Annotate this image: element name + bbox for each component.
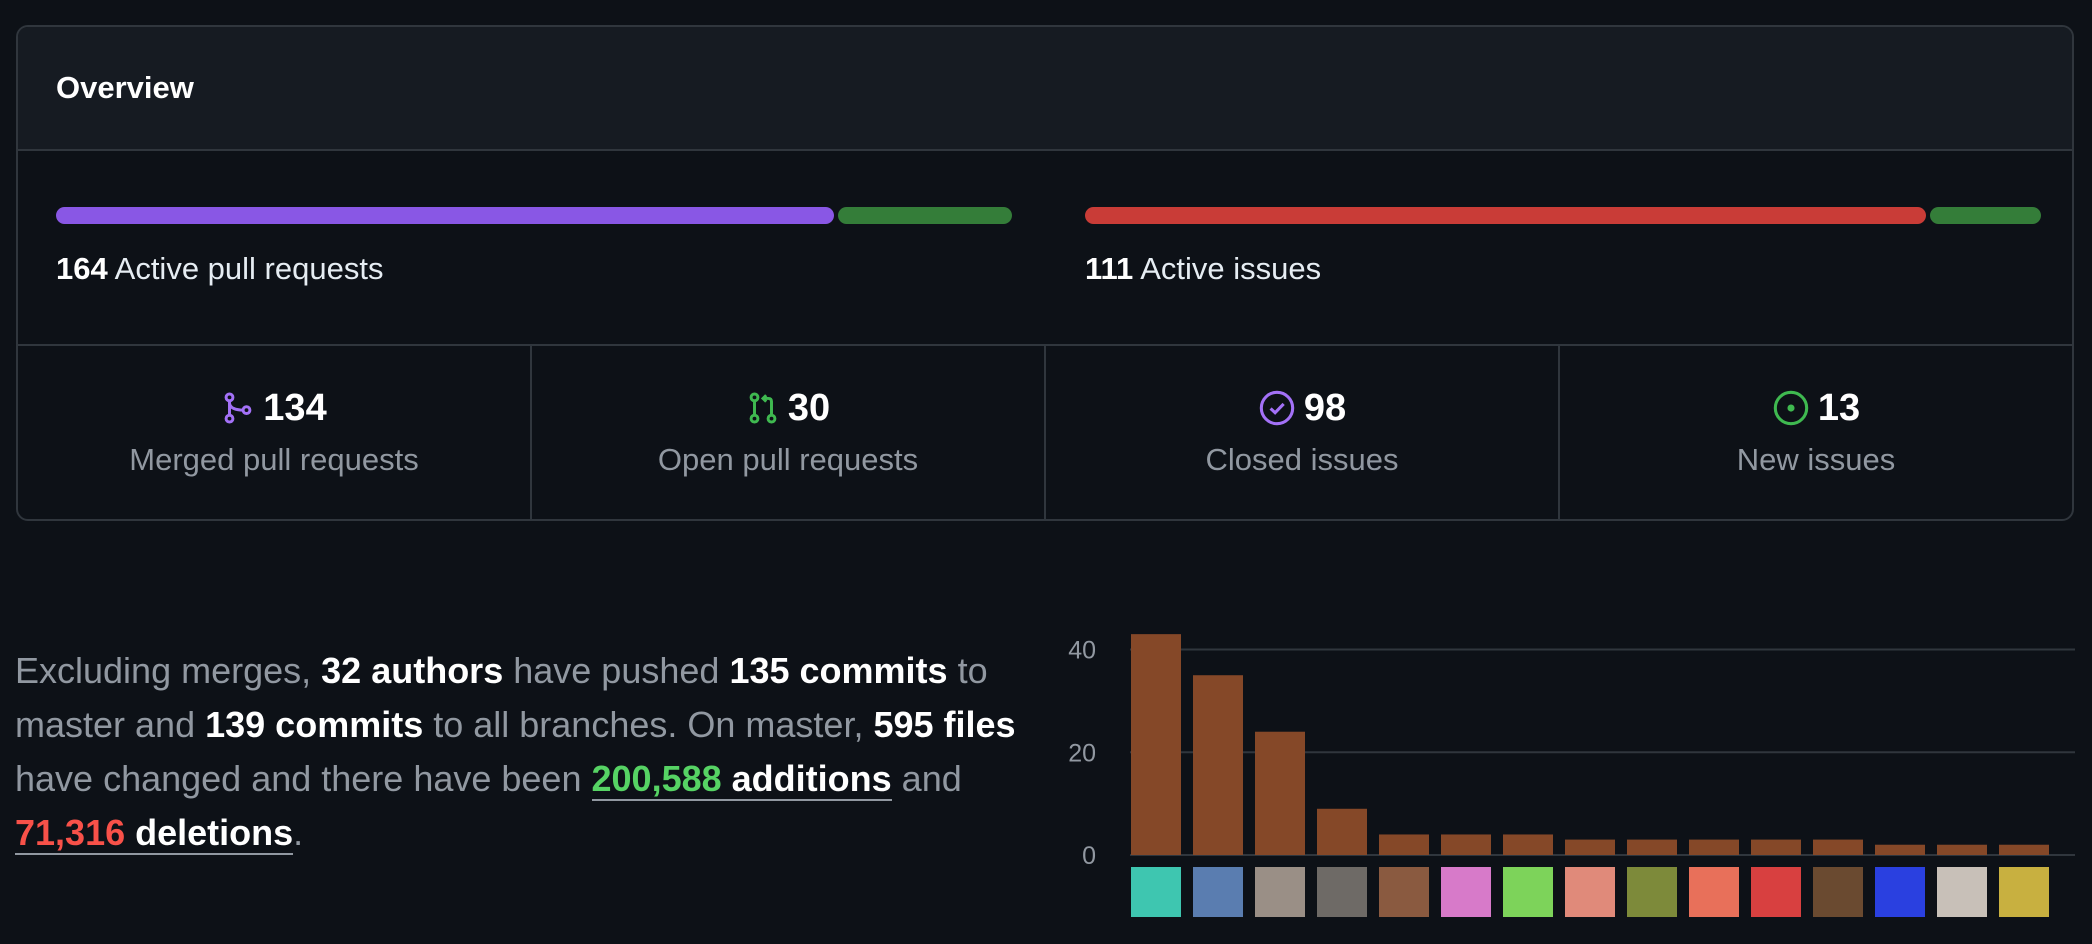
commits-by-author-chart: 0 20 40 — [1068, 634, 2075, 917]
deletions-count: 71,316 — [15, 812, 126, 853]
active-pull-requests-link[interactable]: 164 Active pull requests — [56, 251, 383, 287]
files-changed-count: 595 files — [873, 704, 1016, 745]
deletions-label: deletions — [135, 812, 294, 853]
stats-row: 134 Merged pull requests 30 Open pull re… — [18, 346, 2072, 519]
author-avatar[interactable] — [1255, 867, 1305, 917]
y-tick-label: 0 — [1082, 842, 1096, 870]
overview-panel: Overview 164 Active pull requests 111 Ac… — [16, 25, 2074, 521]
y-tick-label: 40 — [1068, 637, 1096, 665]
commit-bar — [1255, 731, 1305, 855]
activity-bars-row: 164 Active pull requests 111 Active issu… — [18, 151, 2072, 346]
stat-new-issues[interactable]: 13 New issues — [1560, 346, 2072, 519]
y-tick-label: 20 — [1068, 739, 1096, 767]
issues-progress-bar[interactable] — [1085, 207, 2041, 224]
new-issues-label: New issues — [1736, 442, 1896, 477]
author-avatar[interactable] — [1999, 867, 2049, 917]
author-avatar[interactable] — [1937, 867, 1987, 917]
commit-bar — [1813, 839, 1863, 855]
author-avatar[interactable] — [1317, 867, 1367, 917]
open-segment — [1929, 207, 2041, 224]
author-avatar[interactable] — [1131, 867, 1181, 917]
author-avatar[interactable] — [1813, 867, 1863, 917]
closed-issues-label: Closed issues — [1205, 442, 1399, 477]
summary-text: and — [901, 758, 962, 799]
authors-count: 32 authors — [321, 650, 504, 691]
additions-label: additions — [731, 758, 892, 799]
open-pr-count: 30 — [787, 386, 831, 429]
active-pull-requests-label: Active pull requests — [114, 251, 384, 286]
summary-text: have pushed — [513, 650, 720, 691]
commit-bar — [1627, 839, 1677, 855]
overview-title: Overview — [56, 70, 194, 105]
open-issue-icon — [1773, 390, 1809, 426]
stat-open-pull-requests[interactable]: 30 Open pull requests — [532, 346, 1046, 519]
stat-merged-pull-requests[interactable]: 134 Merged pull requests — [18, 346, 532, 519]
commit-bar — [1689, 839, 1739, 855]
active-issues-label: Active issues — [1140, 251, 1322, 286]
merged-pr-label: Merged pull requests — [129, 442, 419, 477]
open-pr-label: Open pull requests — [657, 442, 919, 477]
stat-closed-issues[interactable]: 98 Closed issues — [1046, 346, 1560, 519]
commit-bar — [1193, 675, 1243, 855]
commit-bar — [1131, 634, 1181, 855]
commit-bar — [1441, 834, 1491, 855]
merged-pr-icon — [224, 392, 252, 424]
active-issues-count: 111 — [1085, 251, 1134, 286]
commit-bar — [1751, 839, 1801, 855]
author-avatar[interactable] — [1193, 867, 1243, 917]
active-issues-link[interactable]: 111 Active issues — [1085, 251, 1321, 287]
commit-summary: Excluding merges, 32 authors have pushed… — [15, 644, 1055, 860]
commit-bar — [1875, 844, 1925, 855]
author-avatar[interactable] — [1379, 867, 1429, 917]
deletions-link[interactable]: 71,316 deletions — [15, 812, 294, 855]
active-pull-requests-count: 164 — [56, 251, 108, 286]
author-avatar[interactable] — [1503, 867, 1553, 917]
open-pr-icon — [749, 392, 777, 424]
author-avatar[interactable] — [1751, 867, 1801, 917]
additions-link[interactable]: 200,588 additions — [591, 758, 892, 801]
author-avatar[interactable] — [1627, 867, 1677, 917]
author-avatar[interactable] — [1875, 867, 1925, 917]
open-segment — [837, 207, 1012, 224]
commit-bar — [1317, 808, 1367, 855]
pull-requests-progress-bar[interactable] — [56, 207, 1012, 224]
closed-issue-icon — [1259, 390, 1295, 426]
author-avatar[interactable] — [1689, 867, 1739, 917]
summary-text: have changed and there have been — [15, 758, 582, 799]
summary-text: to master and — [15, 650, 988, 745]
summary-text: . — [293, 812, 304, 853]
additions-count: 200,588 — [591, 758, 722, 799]
author-avatar[interactable] — [1441, 867, 1491, 917]
summary-text: to all branches. On master, — [433, 704, 864, 745]
new-issues-count: 13 — [1817, 386, 1861, 429]
master-commits-count: 135 commits — [729, 650, 948, 691]
merged-segment — [56, 207, 834, 224]
commit-bar — [1379, 834, 1429, 855]
all-branches-commits-count: 139 commits — [205, 704, 424, 745]
merged-pr-count: 134 — [263, 386, 327, 429]
summary-text: Excluding merges, — [15, 650, 312, 691]
closed-segment — [1085, 207, 1926, 224]
closed-issues-count: 98 — [1303, 386, 1347, 429]
overview-header: Overview — [18, 27, 2072, 151]
author-avatar[interactable] — [1565, 867, 1615, 917]
commit-bar — [1937, 844, 1987, 855]
commit-bar — [1503, 834, 1553, 855]
commit-bar — [1565, 839, 1615, 855]
commit-bar — [1999, 844, 2049, 855]
